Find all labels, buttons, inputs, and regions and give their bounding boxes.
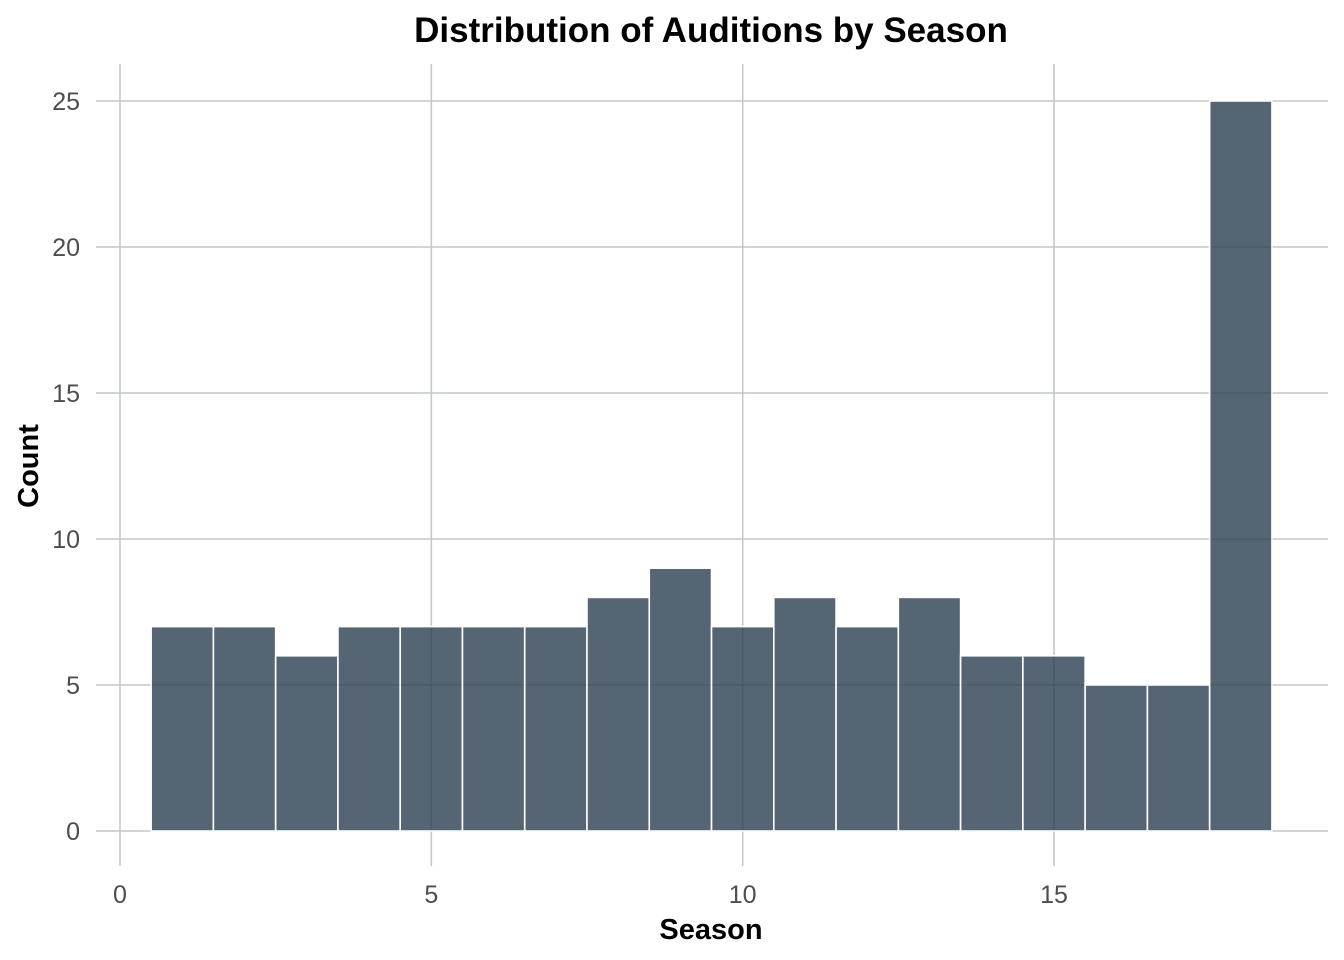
y-tick-label-5: 5 xyxy=(66,672,80,700)
chart-title: Distribution of Auditions by Season xyxy=(414,11,1008,50)
bar-season-8 xyxy=(586,596,651,832)
bar-season-5 xyxy=(399,625,464,832)
bar-season-11 xyxy=(772,596,837,832)
y-tick-label-20: 20 xyxy=(52,234,80,262)
y-tick-label-25: 25 xyxy=(52,88,80,116)
bar-season-4 xyxy=(337,625,401,832)
y-axis-title: Count xyxy=(13,424,45,508)
y-tick-label-0: 0 xyxy=(66,818,80,846)
bar-season-10 xyxy=(710,625,775,832)
bar-season-3 xyxy=(274,654,339,832)
bar-season-6 xyxy=(461,625,526,832)
y-tick-label-10: 10 xyxy=(52,526,80,554)
bar-season-16 xyxy=(1084,684,1149,832)
bar-season-1 xyxy=(150,625,215,832)
bar-season-14 xyxy=(959,654,1024,832)
bar-season-2 xyxy=(212,625,277,832)
x-axis-title: Season xyxy=(659,914,762,946)
bar-season-15 xyxy=(1022,654,1086,832)
bar-season-7 xyxy=(523,625,588,832)
bar-season-17 xyxy=(1146,684,1211,832)
bar-season-9 xyxy=(648,567,713,832)
bars xyxy=(150,100,1273,832)
x-tick-label-15: 15 xyxy=(1040,881,1068,909)
x-tick-label-10: 10 xyxy=(729,881,757,909)
x-tick-label-0: 0 xyxy=(113,881,127,909)
bar-season-13 xyxy=(897,596,962,832)
x-axis-tick-labels: 0 5 10 15 xyxy=(113,881,1068,909)
x-tick-label-5: 5 xyxy=(424,881,438,909)
bar-season-12 xyxy=(835,625,900,832)
y-tick-label-15: 15 xyxy=(52,380,80,408)
bar-season-18 xyxy=(1208,100,1273,832)
y-axis-tick-labels: 0 5 10 15 20 25 xyxy=(52,88,80,846)
